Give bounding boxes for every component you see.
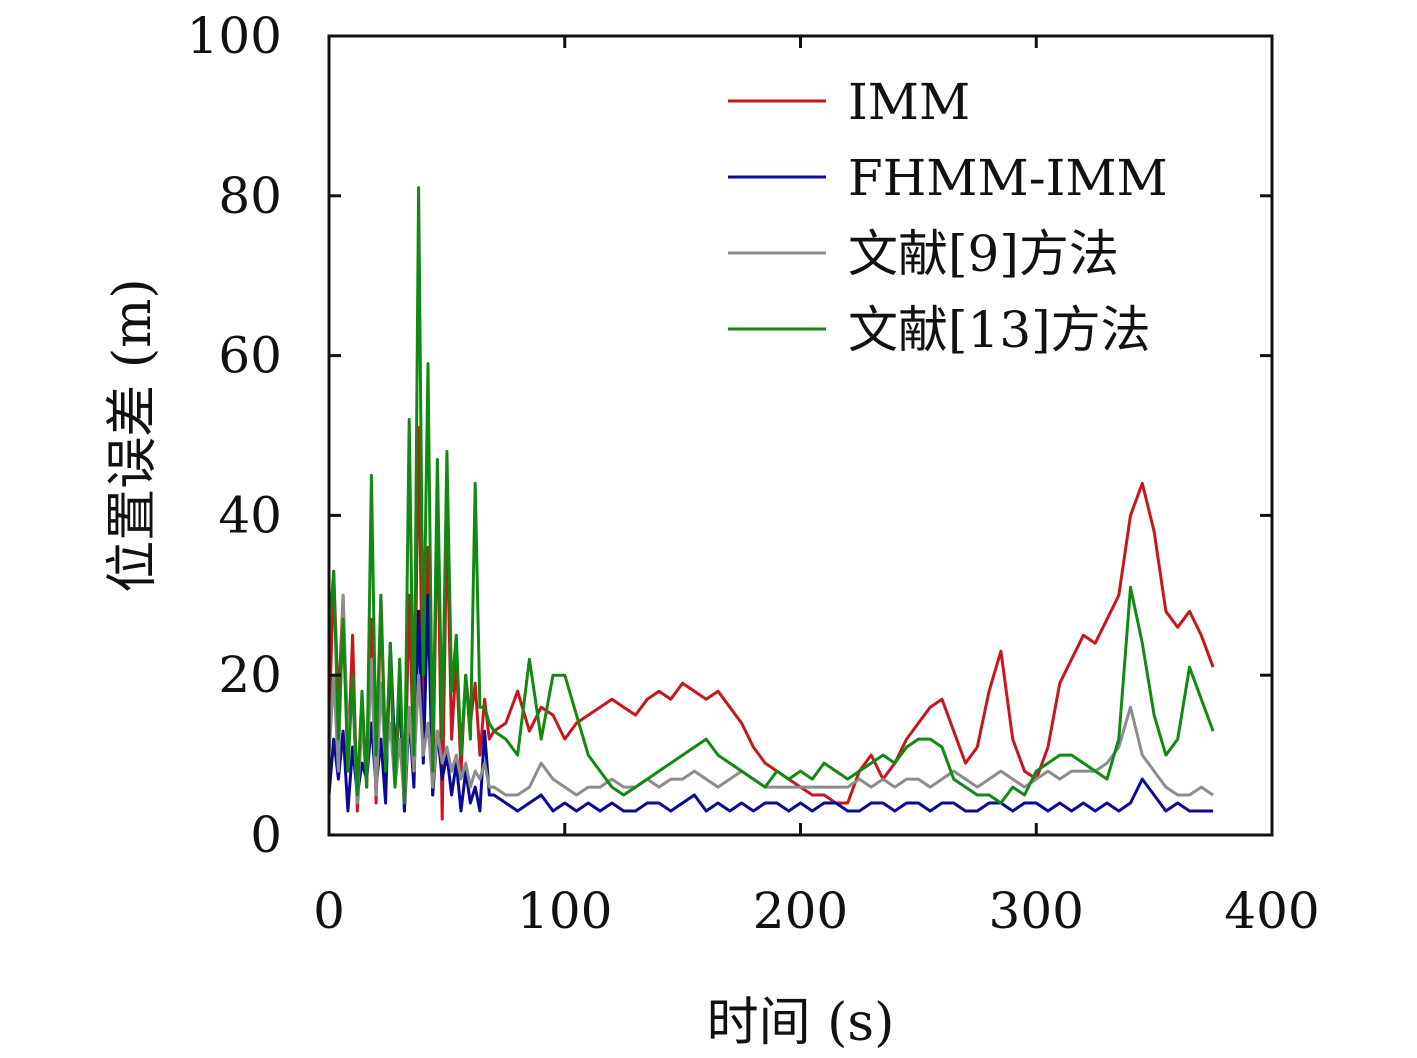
legend-label-3: 文献[13]方法 <box>848 301 1151 359</box>
y-axis-label: 位置误差 (m) <box>103 278 163 592</box>
x-axis: 0 100 200 300 400 <box>313 36 1320 940</box>
legend-label-1: FHMM-IMM <box>848 149 1168 207</box>
x-tick-label-0: 0 <box>313 882 345 940</box>
x-tick-label-4: 400 <box>1224 882 1319 940</box>
y-axis: 0 20 40 60 80 100 <box>187 7 1272 864</box>
series-line-2 <box>327 593 1214 805</box>
series-line-1 <box>327 593 1214 813</box>
legend-label-0: IMM <box>848 73 970 131</box>
y-tick-label-5: 100 <box>187 7 282 65</box>
legend-label-2: 文献[9]方法 <box>848 225 1119 283</box>
y-tick-label-2: 40 <box>218 486 282 544</box>
y-tick-label-0: 0 <box>250 806 282 864</box>
x-tick-label-1: 100 <box>517 882 612 940</box>
y-tick-label-4: 80 <box>218 167 282 225</box>
y-tick-label-1: 20 <box>218 646 282 704</box>
plot-lines <box>327 186 1215 821</box>
y-tick-label-3: 60 <box>218 327 282 385</box>
series-line-3 <box>327 186 1215 805</box>
x-tick-label-2: 200 <box>753 882 848 940</box>
x-axis-label: 时间 (s) <box>707 993 895 1053</box>
x-tick-label-3: 300 <box>989 882 1084 940</box>
